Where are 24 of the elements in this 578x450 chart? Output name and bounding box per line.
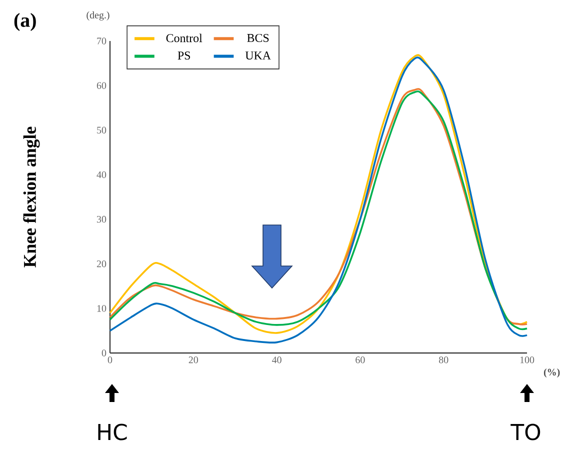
text: (deg.) [86, 11, 110, 20]
x-tick-label: 80 [438, 356, 448, 364]
x-tick-label: 60 [356, 356, 365, 364]
legend-label: Control [166, 34, 202, 42]
y-tick-label: 0 [102, 350, 106, 356]
x-tick-label: 20 [188, 356, 198, 364]
y-tick-label: 50 [97, 126, 106, 134]
y-tick-label: 20 [96, 260, 106, 268]
text: TO [510, 424, 540, 440]
legend-label: PS [178, 52, 190, 60]
y-tick-label: 40 [96, 171, 106, 178]
text: HC [98, 424, 127, 440]
y-tick-label: 10 [97, 305, 106, 312]
y-tick-label: 60 [96, 82, 106, 89]
y-tick-label: 70 [97, 38, 106, 44]
chart-title: (a) [14, 12, 36, 32]
x-tick-label: 0 [108, 356, 112, 364]
text: (%) [544, 368, 560, 378]
y-tick-label: 30 [97, 216, 106, 223]
x-tick-label: 100 [520, 356, 534, 364]
legend-label: UKA [245, 52, 271, 60]
legend-label: BCS [247, 34, 269, 42]
y-axis-title: Knee flexion angle [23, 126, 40, 268]
x-tick-label: 40 [272, 356, 282, 364]
